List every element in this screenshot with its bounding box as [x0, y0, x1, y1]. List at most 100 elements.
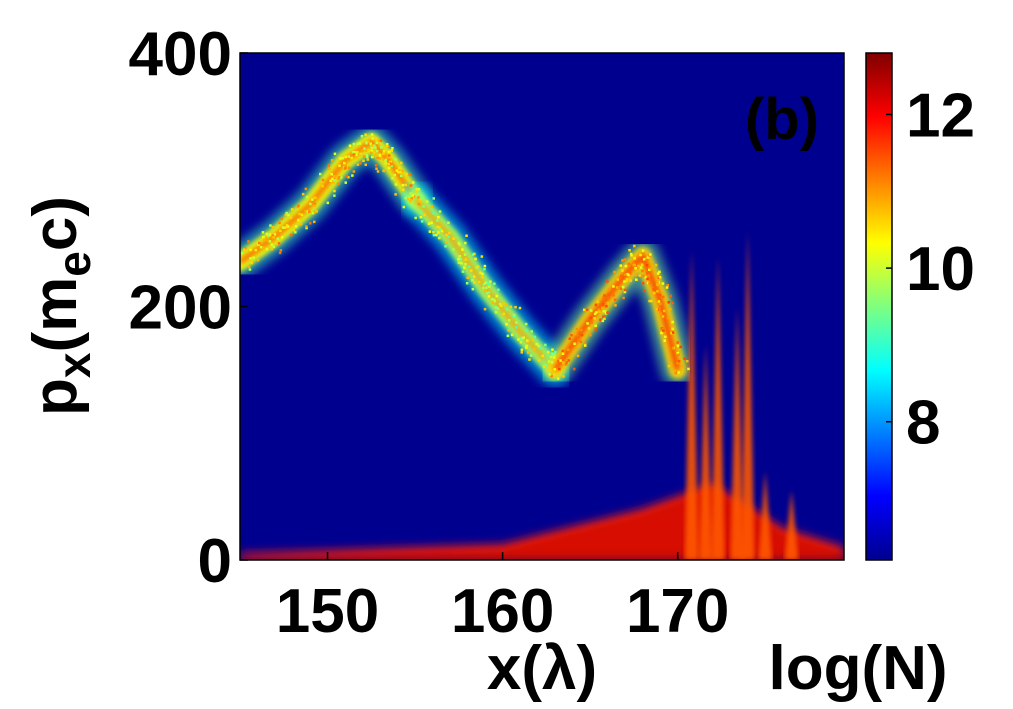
particle-speckle	[602, 296, 605, 300]
particle-speckle	[628, 277, 631, 281]
particle-speckle	[287, 213, 290, 217]
particle-speckle	[667, 364, 671, 368]
particle-speckle	[332, 181, 335, 184]
particle-speckle	[607, 296, 610, 300]
particle-speckle	[290, 208, 294, 211]
particle-speckle	[553, 368, 557, 371]
particle-speckle	[579, 340, 583, 344]
particle-speckle	[430, 205, 434, 208]
particle-speckle	[537, 359, 541, 362]
particle-speckle	[355, 153, 358, 156]
particle-speckle	[621, 269, 624, 272]
particle-speckle	[493, 282, 496, 285]
particle-speckle	[642, 289, 646, 293]
particle-speckle	[444, 245, 447, 248]
particle-speckle	[658, 293, 662, 297]
particle-speckle	[580, 328, 583, 332]
particle-speckle	[474, 257, 477, 261]
particle-speckle	[658, 276, 662, 279]
particle-speckle	[547, 350, 550, 354]
particle-speckle	[391, 147, 394, 150]
particle-speckle	[641, 249, 645, 252]
particle-speckle	[635, 273, 638, 277]
particle-speckle	[252, 256, 255, 259]
particle-speckle	[309, 202, 312, 206]
particle-speckle	[463, 253, 467, 256]
particle-speckle	[343, 161, 346, 165]
particle-speckle	[624, 264, 628, 268]
particle-speckle	[465, 282, 469, 285]
particle-speckle	[412, 181, 415, 184]
particle-speckle	[380, 146, 383, 149]
particle-speckle	[268, 233, 272, 236]
particle-speckle	[414, 190, 418, 193]
particle-speckle	[506, 334, 510, 338]
particle-speckle	[621, 285, 625, 289]
particle-speckle	[332, 175, 336, 178]
particle-speckle	[298, 212, 301, 216]
particle-speckle	[576, 334, 579, 337]
particle-speckle	[494, 305, 497, 309]
particle-speckle	[364, 163, 367, 166]
particle-speckle	[548, 373, 552, 376]
particle-speckle	[410, 184, 413, 187]
particle-speckle	[481, 272, 484, 276]
particle-speckle	[402, 188, 405, 191]
particle-speckle	[526, 339, 529, 342]
particle-speckle	[603, 294, 606, 297]
particle-speckle	[388, 162, 392, 165]
particle-speckle	[648, 268, 651, 271]
y-axis-label: px(mec)	[21, 196, 100, 416]
particle-speckle	[471, 253, 475, 256]
particle-speckle	[656, 283, 659, 286]
particle-speckle	[387, 162, 390, 166]
particle-speckle	[590, 309, 593, 312]
particle-speckle	[351, 174, 354, 177]
particle-speckle	[535, 342, 538, 346]
particle-speckle	[612, 294, 615, 297]
particle-speckle	[306, 210, 309, 213]
particle-speckle	[485, 286, 488, 289]
particle-speckle	[276, 237, 279, 240]
particle-speckle	[371, 144, 374, 147]
particle-speckle	[657, 300, 661, 303]
particle-speckle	[483, 267, 486, 271]
particle-speckle	[385, 156, 389, 159]
particle-speckle	[289, 216, 293, 219]
particle-speckle	[533, 335, 536, 339]
particle-speckle	[265, 236, 268, 240]
particle-speckle	[630, 254, 633, 257]
particle-speckle	[328, 167, 331, 171]
particle-speckle	[613, 298, 617, 301]
particle-speckle	[646, 277, 649, 281]
particle-speckle	[627, 262, 631, 266]
particle-speckle	[385, 143, 389, 146]
particle-speckle	[470, 269, 473, 272]
particle-speckle	[370, 149, 374, 152]
particle-speckle	[378, 157, 381, 160]
particle-speckle	[581, 335, 585, 339]
particle-speckle	[315, 210, 318, 213]
y-axis-label-tail: c)	[21, 196, 90, 251]
particle-speckle	[270, 247, 274, 251]
particle-speckle	[606, 280, 609, 283]
particle-speckle	[671, 327, 674, 331]
particle-speckle	[440, 229, 444, 233]
particle-speckle	[625, 279, 629, 282]
particle-speckle	[551, 352, 554, 355]
particle-speckle	[496, 307, 500, 310]
particle-speckle	[628, 249, 631, 252]
particle-speckle	[423, 213, 426, 216]
particle-speckle	[409, 198, 413, 202]
particle-speckle	[662, 295, 665, 299]
particle-speckle	[411, 194, 415, 197]
particle-speckle	[437, 216, 440, 219]
particle-speckle	[319, 172, 322, 176]
particle-speckle	[477, 280, 481, 284]
particle-speckle	[670, 331, 673, 335]
particle-speckle	[371, 137, 374, 140]
particle-speckle	[265, 232, 269, 236]
particle-speckle	[505, 303, 508, 306]
particle-speckle	[294, 231, 297, 234]
particle-speckle	[430, 221, 433, 225]
